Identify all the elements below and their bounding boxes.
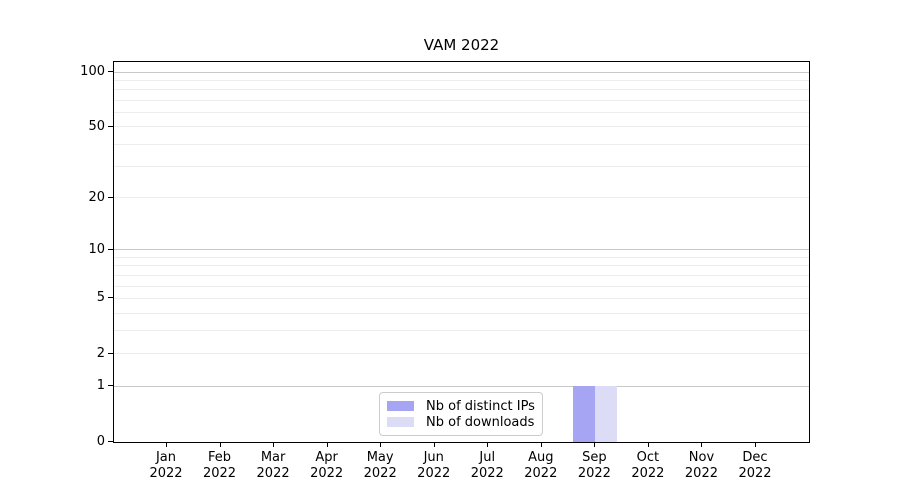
minor-gridline xyxy=(114,265,809,267)
x-tick-mark xyxy=(166,443,167,447)
y-tick-mark xyxy=(108,125,113,127)
legend-swatch-distinct-ips xyxy=(387,401,414,411)
minor-gridline xyxy=(114,126,809,128)
minor-gridline xyxy=(114,256,809,258)
x-tick-label: Apr 2022 xyxy=(310,450,344,481)
minor-gridline xyxy=(114,79,809,81)
y-tick-mark xyxy=(108,352,113,354)
x-tick-mark xyxy=(380,443,382,447)
x-tick-label: Aug 2022 xyxy=(524,450,558,481)
x-tick-label: Sep 2022 xyxy=(577,450,611,481)
plot-area: Nb of distinct IPs Nb of downloads xyxy=(113,61,810,443)
x-tick-mark xyxy=(701,443,703,447)
y-tick-mark xyxy=(108,297,113,299)
legend-entry-distinct-ips: Nb of distinct IPs xyxy=(387,398,536,414)
y-tick-label: 50 xyxy=(88,118,105,134)
minor-gridline xyxy=(114,99,809,101)
bar-sep-s0 xyxy=(573,386,596,442)
minor-gridline xyxy=(114,285,809,287)
x-tick-label: Feb 2022 xyxy=(202,450,237,481)
minor-gridline xyxy=(114,330,809,332)
minor-gridline xyxy=(114,197,809,199)
x-tick-label: Mar 2022 xyxy=(256,450,290,481)
x-tick-mark xyxy=(755,443,756,447)
y-tick-mark xyxy=(108,441,113,442)
y-tick-mark xyxy=(108,385,113,387)
x-tick-mark xyxy=(594,443,596,447)
x-tick-mark xyxy=(326,443,328,447)
x-tick-label: Oct 2022 xyxy=(631,450,665,481)
y-tick-label: 20 xyxy=(88,189,105,205)
minor-gridline xyxy=(114,112,809,114)
minor-gridline xyxy=(114,353,809,355)
y-tick-label: 0 xyxy=(96,434,105,449)
major-gridline xyxy=(114,71,809,73)
y-tick-label: 5 xyxy=(96,290,105,306)
major-gridline xyxy=(114,385,809,387)
minor-gridline xyxy=(114,89,809,91)
x-tick-mark xyxy=(273,443,275,447)
x-tick-label: Dec 2022 xyxy=(738,450,772,481)
x-tick-mark xyxy=(219,443,221,447)
minor-gridline xyxy=(114,312,809,314)
bar-sep-s1 xyxy=(595,386,618,442)
y-tick-label: 100 xyxy=(80,64,105,80)
y-tick-mark xyxy=(108,248,113,250)
y-tick-mark xyxy=(108,71,113,73)
y-tick-label: 1 xyxy=(96,378,105,394)
major-gridline xyxy=(114,249,809,251)
x-tick-label: Nov 2022 xyxy=(684,450,718,481)
y-tick-label: 10 xyxy=(88,241,105,257)
chart-title: VAM 2022 xyxy=(423,36,500,54)
x-tick-label: Jan 2022 xyxy=(149,450,183,481)
y-tick-mark xyxy=(108,196,113,198)
minor-gridline xyxy=(114,297,809,299)
legend-swatch-downloads xyxy=(387,417,414,427)
y-tick-label: 2 xyxy=(96,345,105,361)
x-tick-label: Jul 2022 xyxy=(470,450,504,481)
legend: Nb of distinct IPs Nb of downloads xyxy=(379,392,543,436)
legend-label-downloads: Nb of downloads xyxy=(426,414,535,430)
x-tick-label: Jun 2022 xyxy=(417,450,451,481)
x-tick-mark xyxy=(487,443,489,447)
x-tick-mark xyxy=(647,443,649,447)
minor-gridline xyxy=(114,274,809,276)
minor-gridline xyxy=(114,143,809,145)
minor-gridline xyxy=(114,166,809,168)
x-tick-mark xyxy=(433,443,435,447)
x-tick-label: May 2022 xyxy=(363,450,397,481)
legend-entry-downloads: Nb of downloads xyxy=(387,414,536,430)
legend-label-distinct-ips: Nb of distinct IPs xyxy=(426,398,535,414)
x-tick-mark xyxy=(540,443,542,447)
